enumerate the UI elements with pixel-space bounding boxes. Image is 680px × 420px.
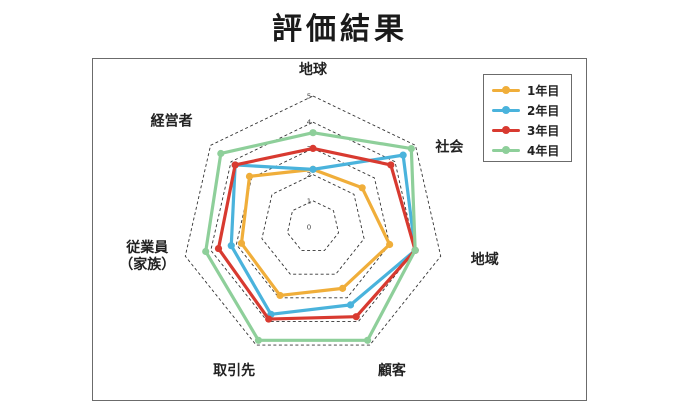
series-2-point-2 bbox=[399, 151, 407, 159]
tick-label-2: 2 bbox=[307, 171, 311, 179]
series-line-1 bbox=[239, 167, 392, 298]
grid-ring-2 bbox=[261, 174, 365, 275]
chart-frame bbox=[92, 58, 587, 401]
grid-ring-5 bbox=[184, 95, 442, 346]
legend-label-2: 2年目 bbox=[527, 104, 560, 118]
axis-label-6: 従業員（家族） bbox=[119, 239, 175, 273]
axis-label-5: 取引先 bbox=[213, 362, 255, 379]
series-3-point-5 bbox=[265, 315, 273, 323]
series-1 bbox=[237, 165, 394, 300]
series-1-point-7 bbox=[245, 172, 254, 180]
legend-item-4: 4年目 bbox=[490, 141, 570, 159]
axis-label-4: 顧客 bbox=[378, 362, 407, 379]
series-4 bbox=[202, 129, 419, 344]
legend-label-4: 4年目 bbox=[527, 144, 560, 158]
legend-label-3: 3年目 bbox=[527, 124, 560, 138]
tick-label-4: 4 bbox=[307, 119, 312, 127]
series-line-2 bbox=[229, 153, 417, 316]
series-line-3 bbox=[216, 146, 417, 321]
series-3-point-6 bbox=[214, 244, 223, 253]
legend-swatch-dot-3 bbox=[502, 126, 510, 134]
radar-series bbox=[202, 129, 419, 344]
series-1-point-5 bbox=[276, 291, 284, 300]
series-1-point-3 bbox=[386, 240, 394, 249]
series-3-point-2 bbox=[387, 161, 395, 169]
series-4-point-5 bbox=[254, 336, 263, 344]
legend-swatch-dot-4 bbox=[502, 146, 510, 154]
series-4-point-3 bbox=[411, 246, 419, 254]
legend-swatch-dot-1 bbox=[502, 86, 510, 94]
series-1-point-2 bbox=[358, 184, 366, 192]
series-2-point-4 bbox=[346, 301, 355, 309]
series-1-point-6 bbox=[237, 239, 246, 247]
series-2-point-6 bbox=[227, 242, 235, 250]
legend-swatch-dot-2 bbox=[502, 106, 510, 114]
tick-label-5: 5 bbox=[307, 93, 311, 101]
series-4-point-7 bbox=[217, 149, 225, 158]
axis-label-7: 経営者 bbox=[151, 112, 193, 129]
legend: 1年目 2年目 3年目 4年目 bbox=[483, 74, 572, 162]
series-3-point-7 bbox=[231, 161, 239, 169]
series-3-point-4 bbox=[352, 313, 360, 321]
tick-label-1: 1 bbox=[307, 197, 311, 205]
tick-label-0: 0 bbox=[307, 224, 311, 232]
axis-label-1: 地球 bbox=[299, 61, 328, 78]
series-4-point-6 bbox=[202, 247, 210, 256]
series-4-point-2 bbox=[407, 144, 415, 153]
series-4-point-1 bbox=[309, 129, 317, 137]
grid-ring-1 bbox=[286, 200, 340, 252]
chart-title: 評価結果 bbox=[272, 12, 408, 47]
axis-label-3: 地域 bbox=[471, 251, 499, 268]
legend-label-1: 1年目 bbox=[527, 84, 560, 98]
legend-item-3: 3年目 bbox=[490, 121, 570, 139]
series-line-4 bbox=[204, 131, 417, 342]
series-3-point-1 bbox=[309, 144, 317, 152]
series-1-point-4 bbox=[338, 284, 347, 292]
axis-label-2: 社会 bbox=[434, 138, 464, 155]
legend-item-2: 2年目 bbox=[490, 101, 570, 119]
legend-item-1: 1年目 bbox=[490, 81, 570, 99]
series-2-point-1 bbox=[309, 165, 317, 173]
grid-ring-4 bbox=[210, 121, 416, 322]
series-4-point-4 bbox=[363, 336, 372, 344]
